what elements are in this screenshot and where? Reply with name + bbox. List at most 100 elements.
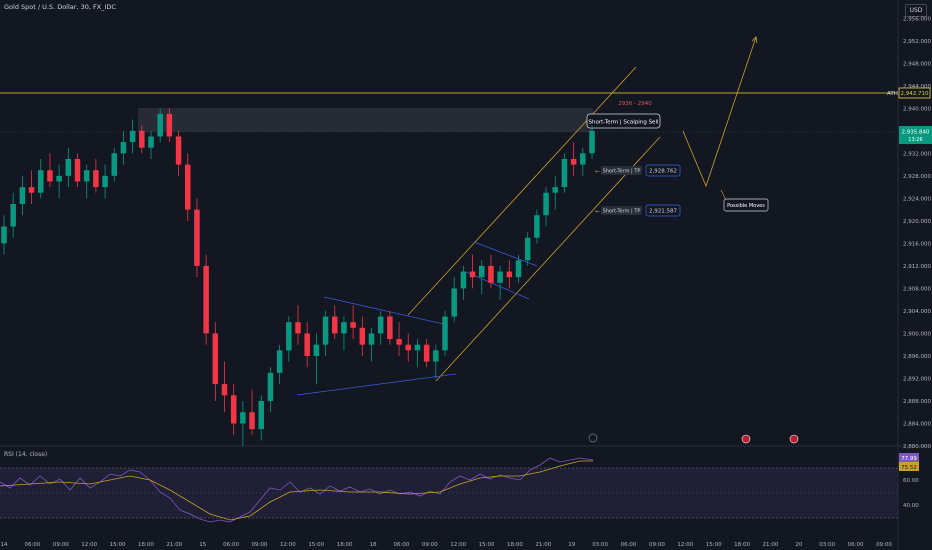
candle-body — [506, 271, 513, 278]
time-tick-label: 12:00 — [450, 542, 466, 548]
candle-body — [322, 316, 329, 345]
candle-body — [240, 412, 246, 424]
price-tick-label: 2,888.000 — [903, 399, 931, 405]
candle-body — [37, 170, 44, 193]
time-tick-label: 18:00 — [734, 542, 750, 548]
candle-body — [488, 265, 494, 283]
candle-body — [93, 170, 99, 188]
time-tick-label: 09:00 — [53, 542, 69, 548]
price-axis: 2,956.0002,952.0002,948.0002,944.0002,94… — [903, 16, 931, 450]
us-flag-event-icon[interactable] — [741, 434, 751, 444]
candle-body — [350, 322, 356, 328]
candle-body — [221, 384, 228, 396]
candle-body — [433, 350, 439, 362]
candle-body — [56, 175, 62, 182]
candle-body — [10, 203, 16, 227]
last-price-tag — [899, 126, 932, 144]
price-tick-label: 2,908.000 — [903, 286, 931, 292]
time-tick-label: 15:00 — [706, 542, 722, 548]
time-tick-label: 18:00 — [337, 542, 353, 548]
us-flag-event-icon[interactable] — [789, 434, 799, 444]
candle-body — [148, 136, 154, 148]
candle-body — [28, 187, 35, 193]
candle-body — [304, 333, 310, 356]
candle-body — [286, 322, 292, 351]
candle-body — [543, 192, 549, 216]
candle-body — [295, 322, 301, 334]
rsi-value: 77.99 — [901, 456, 917, 462]
last-price-value: 2,935.840 — [902, 130, 930, 136]
candle-body — [111, 153, 118, 176]
time-tick-label: 09:00 — [252, 542, 268, 548]
event-marker-icon[interactable] — [588, 433, 598, 443]
candle-body — [65, 158, 72, 176]
rsi-ma-value-tag — [899, 462, 919, 471]
ath-label: ATH — [887, 91, 898, 97]
price-tick-label: 2,948.000 — [903, 61, 931, 67]
price-tick-label: 2,900.000 — [903, 331, 931, 337]
candle-body — [19, 187, 26, 204]
tp1-label-box — [601, 166, 642, 175]
candle-body — [120, 142, 127, 154]
candle-body — [139, 130, 145, 148]
tp1-price: 2,928.762 — [649, 169, 677, 175]
candle-body — [102, 175, 108, 188]
time-tick-label: 18:00 — [138, 542, 154, 548]
candle-body — [460, 271, 467, 289]
last-price-time: 13:26 — [908, 137, 922, 143]
time-tick-label: 20 — [795, 542, 802, 548]
candle-body — [267, 372, 274, 401]
candle-body — [414, 344, 421, 351]
time-tick-label: 18 — [370, 542, 377, 548]
candle-body — [359, 327, 366, 345]
time-tick-label: 09:00 — [876, 542, 892, 548]
time-tick-label: 06:00 — [848, 542, 864, 548]
price-tick-label: 2,928.000 — [903, 174, 931, 180]
candle-body — [478, 265, 485, 278]
flag-bottom — [465, 271, 530, 300]
candle-body — [552, 187, 559, 193]
time-tick-label: 15 — [199, 542, 206, 548]
candle-body — [387, 316, 393, 340]
time-tick-label: 21:00 — [535, 542, 551, 548]
candle-body — [203, 265, 209, 334]
tp2-label-box — [601, 206, 642, 215]
rsi-title: RSI (14, close) — [4, 451, 47, 458]
candle-body — [249, 412, 255, 430]
price-tick-label: 2,916.000 — [903, 241, 931, 247]
time-tick-label: 06:00 — [393, 542, 409, 548]
price-tick-label: 2,956.000 — [903, 16, 931, 22]
price-tick-label: 2,892.000 — [903, 376, 931, 382]
candle-body — [74, 158, 81, 182]
ath-price-box — [898, 87, 931, 99]
price-tick-label: 2,952.000 — [903, 39, 931, 45]
time-tick-label: 09:00 — [422, 542, 438, 548]
candle-body — [83, 170, 90, 182]
candle-body — [423, 344, 430, 362]
candles-layer — [1, 108, 595, 446]
tp2-price-box — [645, 204, 681, 217]
tp1-label: Short-Term | TP — [603, 169, 641, 175]
candle-body — [405, 344, 412, 351]
supply-zone — [138, 108, 593, 132]
tp2-label: Short-Term | TP — [603, 209, 641, 215]
candle-body — [157, 113, 163, 137]
candle-body — [497, 271, 503, 283]
candle-body — [570, 158, 577, 165]
price-tick-label: 2,944.000 — [903, 84, 931, 90]
candle-body — [194, 209, 200, 266]
candle-body — [368, 333, 375, 345]
candle-body — [534, 215, 540, 238]
candle-body — [129, 130, 136, 143]
candle-body — [313, 344, 320, 356]
rsi-ma-line — [0, 460, 593, 521]
rsi-tick-label: 60.00 — [903, 478, 919, 484]
time-tick-label: 15:00 — [479, 542, 495, 548]
channel-lower — [435, 136, 661, 382]
rsi-axis: 60.00 40.00 — [903, 478, 919, 509]
currency-badge[interactable]: USD — [905, 4, 927, 17]
sell-label-box — [586, 113, 661, 129]
candle-body — [396, 339, 402, 345]
time-tick-label: 15:00 — [308, 542, 324, 548]
